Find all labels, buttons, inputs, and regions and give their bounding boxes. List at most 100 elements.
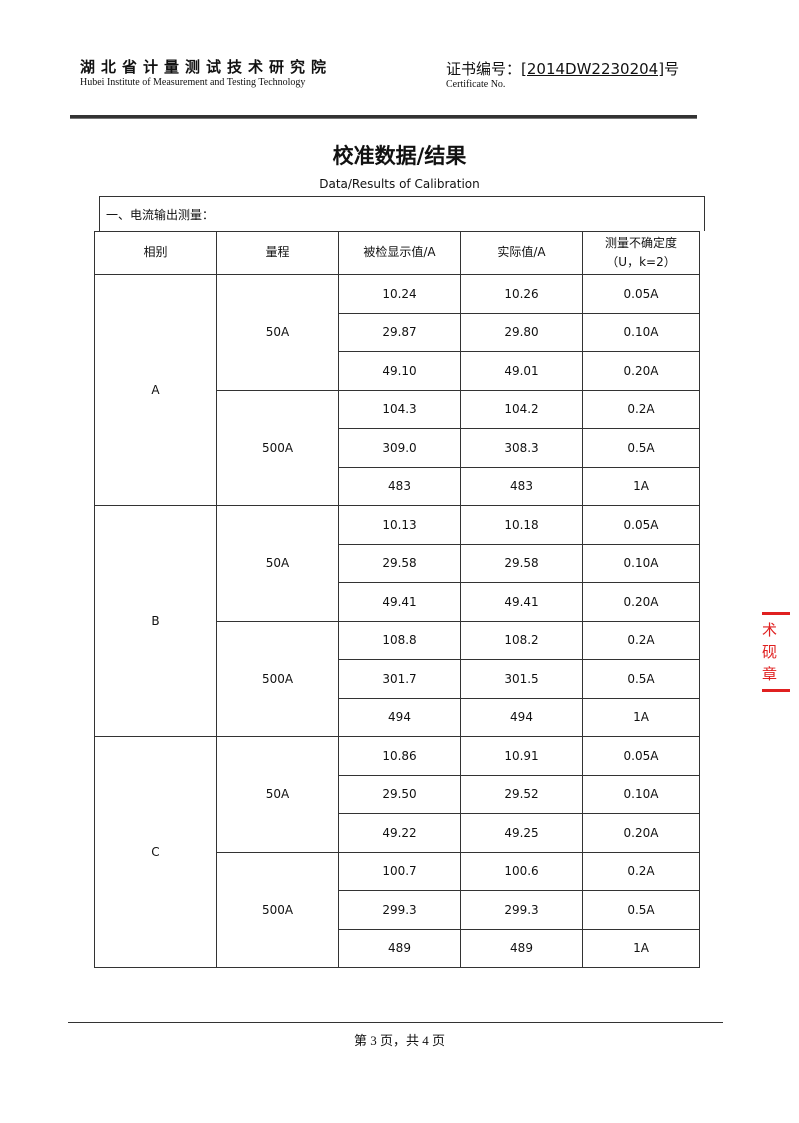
range-cell: 50A <box>216 505 339 622</box>
table-row: 301.7 301.5 0.5A <box>95 659 700 699</box>
indicated-value: 10.13 <box>338 505 461 545</box>
indicated-value: 483 <box>338 466 461 506</box>
uncertainty-value: 0.05A <box>582 736 700 776</box>
uncertainty-value: 0.10A <box>582 543 700 583</box>
indicated-value: 29.58 <box>338 543 461 583</box>
table-header-row: 相别 量程 被检显示值/A 实际值/A 测量不确定度 （U，k=2） <box>94 231 700 275</box>
phase-cell: A <box>94 274 217 506</box>
table-row: 309.0 308.3 0.5A <box>95 428 700 468</box>
phase-cell: B <box>94 505 217 737</box>
certificate-label-en: Certificate No. <box>446 79 506 90</box>
uncertainty-value: 1A <box>582 697 700 737</box>
indicated-value: 489 <box>338 928 461 968</box>
range-cell: 500A <box>216 620 339 737</box>
actual-value: 49.25 <box>460 813 583 853</box>
uncertainty-value: 1A <box>582 466 700 506</box>
uncertainty-value: 0.5A <box>582 890 700 930</box>
indicated-value: 100.7 <box>338 851 461 891</box>
table-row: 299.3 299.3 0.5A <box>95 890 700 930</box>
cert-number-value: [2014DW2230204] <box>521 60 665 78</box>
table-row: A 50A 10.24 10.26 0.05A <box>94 274 700 506</box>
indicated-value: 299.3 <box>338 890 461 930</box>
actual-value: 49.01 <box>460 351 583 391</box>
uncertainty-note: （U，k=2） <box>606 255 676 269</box>
table-row: C 50A 10.86 10.91 0.05A <box>94 736 700 968</box>
actual-value: 489 <box>460 928 583 968</box>
table-row: B 50A 10.13 10.18 0.05A <box>94 505 700 737</box>
indicated-value: 301.7 <box>338 659 461 699</box>
actual-value: 308.3 <box>460 428 583 468</box>
indicated-value: 49.10 <box>338 351 461 391</box>
actual-value: 301.5 <box>460 659 583 699</box>
uncertainty-value: 0.2A <box>582 851 700 891</box>
range-cell: 500A <box>216 389 339 506</box>
actual-value: 10.26 <box>460 274 583 314</box>
indicated-value: 104.3 <box>338 389 461 429</box>
range-cell: 500A <box>216 851 339 968</box>
table-row: 29.87 29.80 0.10A <box>95 312 700 352</box>
institute-name-en: Hubei Institute of Measurement and Testi… <box>80 77 306 88</box>
institute-name-cn: 湖北省计量测试技术研究院 <box>80 58 333 76</box>
range-cell: 50A <box>216 736 339 853</box>
col-uncertainty: 测量不确定度 （U，k=2） <box>582 231 700 275</box>
uncertainty-value: 0.20A <box>582 351 700 391</box>
col-range: 量程 <box>216 231 339 275</box>
actual-value: 299.3 <box>460 890 583 930</box>
actual-value: 29.80 <box>460 312 583 352</box>
actual-value: 100.6 <box>460 851 583 891</box>
col-actual: 实际值/A <box>460 231 583 275</box>
table-row: 29.58 29.58 0.10A <box>95 543 700 583</box>
col-phase: 相别 <box>94 231 217 275</box>
uncertainty-value: 0.2A <box>582 389 700 429</box>
actual-value: 108.2 <box>460 620 583 660</box>
table-row: 500A 100.7 100.6 0.2A <box>95 851 700 968</box>
indicated-value: 108.8 <box>338 620 461 660</box>
cert-label: 证书编号： <box>446 60 522 78</box>
actual-value: 483 <box>460 466 583 506</box>
phase-cell: C <box>94 736 217 968</box>
uncertainty-value: 0.5A <box>582 659 700 699</box>
uncertainty-value: 0.20A <box>582 813 700 853</box>
range-cell: 50A <box>216 274 339 391</box>
table-row: 500A 108.8 108.2 0.2A <box>95 620 700 737</box>
uncertainty-value: 0.5A <box>582 428 700 468</box>
table-row: 500A 104.3 104.2 0.2A <box>95 389 700 506</box>
uncertainty-label: 测量不确定度 <box>604 235 677 250</box>
table-row: 494 494 1A <box>95 697 700 737</box>
actual-value: 49.41 <box>460 582 583 622</box>
uncertainty-value: 0.2A <box>582 620 700 660</box>
table-row: 483 483 1A <box>95 466 700 506</box>
indicated-value: 494 <box>338 697 461 737</box>
page-subtitle: Data/Results of Calibration <box>319 177 480 191</box>
cert-suffix: 号 <box>664 60 680 78</box>
indicated-value: 309.0 <box>338 428 461 468</box>
indicated-value: 10.86 <box>338 736 461 776</box>
actual-value: 10.91 <box>460 736 583 776</box>
uncertainty-value: 0.05A <box>582 274 700 314</box>
col-indicated: 被检显示值/A <box>338 231 461 275</box>
indicated-value: 10.24 <box>338 274 461 314</box>
uncertainty-value: 0.20A <box>582 582 700 622</box>
table-row: 489 489 1A <box>95 928 700 968</box>
uncertainty-value: 0.10A <box>582 312 700 352</box>
actual-value: 494 <box>460 697 583 737</box>
section-heading: 一、电流输出测量： <box>99 196 705 231</box>
uncertainty-value: 0.10A <box>582 774 700 814</box>
indicated-value: 49.41 <box>338 582 461 622</box>
calibration-table: 相别 量程 被检显示值/A 实际值/A 测量不确定度 （U，k=2） A 50A 10… <box>94 231 700 968</box>
indicated-value: 29.50 <box>338 774 461 814</box>
footer-divider <box>68 1022 723 1023</box>
header-divider <box>70 115 697 119</box>
table-row: 49.10 49.01 0.20A <box>95 351 700 391</box>
actual-value: 29.52 <box>460 774 583 814</box>
uncertainty-value: 1A <box>582 928 700 968</box>
actual-value: 29.58 <box>460 543 583 583</box>
uncertainty-value: 0.05A <box>582 505 700 545</box>
page-number: 第 3 页，共 4 页 <box>353 1033 445 1048</box>
red-seal-stamp: 术砚章 <box>762 612 790 692</box>
certificate-number: 证书编号：[2014DW2230204]号 <box>446 58 679 79</box>
actual-value: 10.18 <box>460 505 583 545</box>
actual-value: 104.2 <box>460 389 583 429</box>
page-title: 校准数据/结果 <box>332 144 467 168</box>
indicated-value: 49.22 <box>338 813 461 853</box>
